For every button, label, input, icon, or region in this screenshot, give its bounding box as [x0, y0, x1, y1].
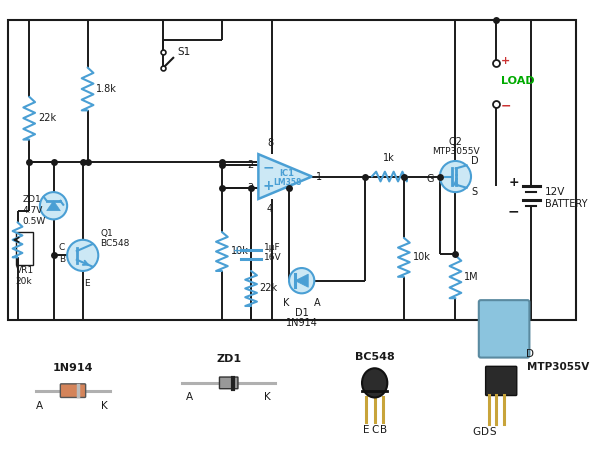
- Text: MTP3055V: MTP3055V: [527, 362, 590, 372]
- FancyBboxPatch shape: [61, 384, 86, 397]
- Text: ZD1: ZD1: [216, 354, 241, 363]
- Text: +: +: [501, 56, 511, 66]
- Text: Q1: Q1: [100, 229, 113, 239]
- Circle shape: [440, 161, 471, 192]
- Text: IC1: IC1: [280, 169, 295, 178]
- Text: 2: 2: [247, 160, 254, 171]
- Polygon shape: [295, 274, 308, 287]
- Text: C: C: [59, 243, 65, 252]
- Text: BC548: BC548: [355, 351, 395, 362]
- Text: C: C: [371, 425, 379, 435]
- Text: 3: 3: [247, 183, 254, 193]
- Text: E: E: [362, 425, 369, 435]
- Text: Q2: Q2: [449, 137, 463, 147]
- Text: D: D: [471, 156, 479, 166]
- Ellipse shape: [362, 368, 388, 397]
- Text: 1N914: 1N914: [286, 318, 317, 328]
- Text: LM358: LM358: [273, 178, 301, 187]
- Text: 12V: 12V: [545, 187, 565, 197]
- Text: 22k: 22k: [38, 113, 56, 123]
- Text: E: E: [84, 279, 89, 288]
- Text: A: A: [314, 298, 320, 308]
- Text: A: A: [186, 392, 193, 403]
- Text: D1: D1: [295, 308, 308, 318]
- Text: G: G: [427, 173, 434, 184]
- Circle shape: [40, 192, 67, 219]
- Text: B: B: [59, 255, 65, 264]
- Text: 1.8k: 1.8k: [97, 84, 117, 94]
- Text: K: K: [264, 392, 271, 403]
- Text: 0.5W: 0.5W: [22, 217, 46, 226]
- Text: −: −: [262, 161, 274, 175]
- Text: 8: 8: [267, 138, 273, 148]
- Text: 22k: 22k: [259, 283, 277, 294]
- Text: 4.7V: 4.7V: [22, 206, 43, 215]
- Text: +: +: [233, 246, 242, 255]
- Text: 10k: 10k: [413, 252, 431, 262]
- Polygon shape: [47, 201, 61, 211]
- Text: S: S: [489, 426, 496, 437]
- Text: +: +: [509, 176, 519, 189]
- Text: D: D: [526, 349, 533, 359]
- Text: 1: 1: [316, 171, 322, 182]
- Text: BATTERY: BATTERY: [545, 199, 587, 209]
- Circle shape: [67, 240, 98, 271]
- Text: 1M: 1M: [464, 272, 479, 282]
- Text: ZD1: ZD1: [22, 195, 41, 205]
- Text: D: D: [481, 426, 488, 437]
- Text: K: K: [101, 401, 107, 411]
- Text: 16V: 16V: [264, 253, 281, 262]
- Circle shape: [289, 268, 314, 293]
- Text: −: −: [501, 99, 512, 112]
- Text: BC548: BC548: [100, 239, 130, 248]
- Text: LOAD: LOAD: [501, 76, 535, 86]
- Text: −: −: [508, 205, 520, 219]
- Text: 10k: 10k: [230, 247, 248, 256]
- Text: 20k: 20k: [16, 277, 32, 286]
- Bar: [8, 20, 576, 320]
- Bar: [16, 232, 33, 265]
- Text: 1N914: 1N914: [53, 363, 93, 373]
- Text: S1: S1: [177, 47, 190, 57]
- Polygon shape: [259, 154, 312, 199]
- Text: K: K: [283, 298, 289, 308]
- Text: MTP3055V: MTP3055V: [431, 147, 479, 156]
- Text: VR1: VR1: [16, 267, 34, 275]
- FancyBboxPatch shape: [220, 377, 238, 389]
- Text: 1k: 1k: [383, 153, 395, 163]
- Text: 1µF: 1µF: [264, 243, 280, 252]
- Text: B: B: [380, 425, 387, 435]
- Text: S: S: [471, 187, 477, 197]
- FancyBboxPatch shape: [485, 366, 517, 396]
- FancyBboxPatch shape: [479, 300, 529, 357]
- Text: 4: 4: [267, 204, 273, 214]
- Text: G: G: [473, 426, 481, 437]
- Text: A: A: [37, 401, 43, 411]
- Text: +: +: [262, 178, 274, 192]
